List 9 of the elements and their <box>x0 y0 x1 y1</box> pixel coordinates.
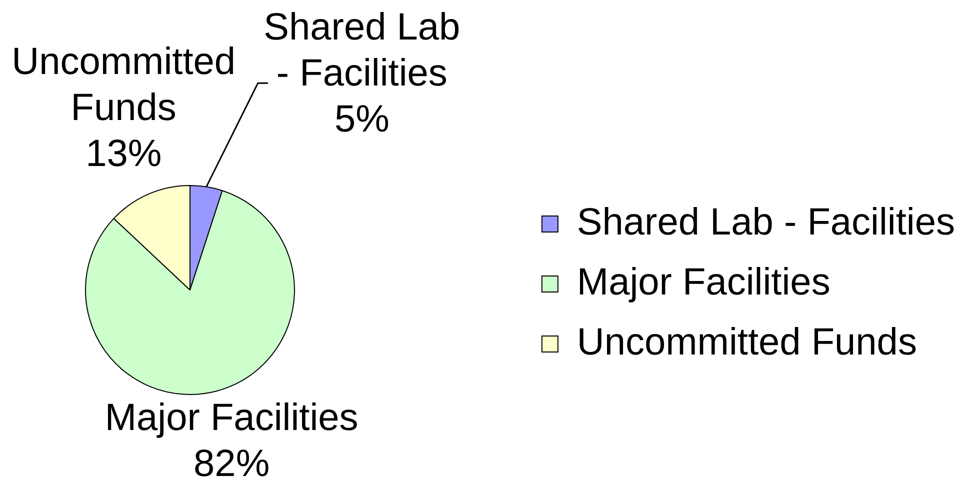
data-label: 82% <box>194 442 270 485</box>
slice-label: Shared Lab - Facilities <box>264 6 460 95</box>
legend-label: Shared Lab - Facilities <box>576 201 956 244</box>
data-label: 13% <box>86 132 162 175</box>
slice-label: Major Facilities <box>104 396 358 439</box>
legend-label: Major Facilities <box>576 261 830 304</box>
legend-label: Uncommitted Funds <box>576 321 917 364</box>
slice-label: Uncommitted Funds <box>12 40 236 129</box>
data-label: 5% <box>334 98 390 141</box>
